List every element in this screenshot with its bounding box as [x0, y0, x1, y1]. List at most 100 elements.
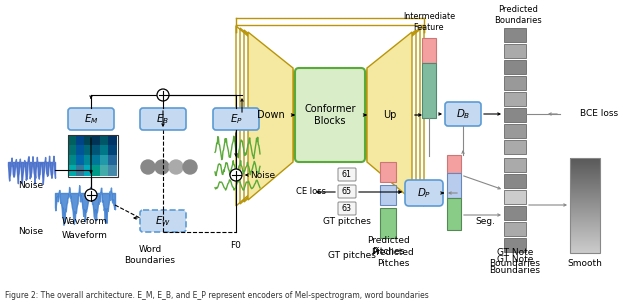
Text: BCE loss: BCE loss [580, 109, 618, 119]
Bar [570, 244, 600, 245]
Bar [570, 212, 600, 213]
Text: CE loss: CE loss [296, 188, 326, 196]
Bar [570, 195, 600, 196]
FancyBboxPatch shape [504, 60, 526, 74]
Bar [570, 172, 600, 173]
Bar [570, 193, 600, 194]
Bar [570, 214, 600, 215]
Bar [570, 220, 600, 221]
Text: $D_P$: $D_P$ [417, 186, 431, 200]
Text: $E_B$: $E_B$ [156, 112, 170, 126]
Bar [570, 241, 600, 242]
Bar [68, 135, 77, 146]
Bar [570, 180, 600, 181]
Bar [570, 207, 600, 208]
Bar [570, 173, 600, 174]
FancyBboxPatch shape [504, 92, 526, 106]
Text: Predicted
Boundaries: Predicted Boundaries [494, 5, 542, 25]
Bar [570, 236, 600, 237]
Bar [84, 145, 93, 156]
Bar [570, 194, 600, 195]
FancyBboxPatch shape [504, 158, 526, 172]
Text: Noise: Noise [19, 181, 44, 189]
Bar [570, 170, 600, 171]
Bar [570, 163, 600, 164]
Bar [570, 189, 600, 190]
Bar [570, 219, 600, 220]
Text: Conformer
Blocks: Conformer Blocks [304, 104, 356, 126]
Circle shape [155, 160, 169, 174]
Circle shape [141, 160, 155, 174]
Bar [570, 232, 600, 233]
Bar [76, 135, 85, 146]
Bar [84, 165, 93, 176]
Bar [570, 211, 600, 212]
Bar [570, 158, 600, 159]
FancyBboxPatch shape [504, 206, 526, 220]
Bar [570, 237, 600, 238]
FancyBboxPatch shape [405, 180, 443, 206]
Bar [570, 240, 600, 241]
Bar [570, 191, 600, 192]
Bar [570, 174, 600, 175]
Bar [108, 165, 117, 176]
Text: Intermediate
Feature: Intermediate Feature [403, 12, 455, 32]
Bar [570, 197, 600, 198]
Bar [570, 225, 600, 226]
Text: 65: 65 [342, 187, 352, 196]
FancyBboxPatch shape [140, 108, 186, 130]
Bar [570, 204, 600, 205]
FancyBboxPatch shape [445, 102, 481, 126]
Bar [570, 202, 600, 203]
Bar [570, 199, 600, 200]
Bar [570, 234, 600, 235]
Bar [84, 155, 93, 166]
Bar [570, 242, 600, 243]
FancyBboxPatch shape [338, 168, 356, 181]
Text: Figure 2: The overall architecture. E_M, E_B, and E_P represent encoders of Mel-: Figure 2: The overall architecture. E_M,… [5, 292, 429, 300]
Bar [92, 155, 101, 166]
Bar [570, 209, 600, 210]
Text: Waveform: Waveform [62, 230, 108, 240]
Text: Seg.: Seg. [475, 217, 495, 226]
Bar [570, 162, 600, 163]
Bar [570, 246, 600, 247]
Bar [570, 245, 600, 246]
Bar [570, 235, 600, 236]
FancyBboxPatch shape [504, 44, 526, 58]
Bar [570, 167, 600, 168]
Bar [92, 135, 101, 146]
Bar [570, 224, 600, 225]
Bar [84, 135, 93, 146]
Circle shape [157, 89, 169, 101]
Circle shape [169, 160, 183, 174]
FancyBboxPatch shape [504, 124, 526, 138]
Bar [570, 178, 600, 179]
Bar [570, 205, 600, 206]
Bar [570, 233, 600, 234]
Bar [100, 155, 109, 166]
Bar [570, 213, 600, 214]
Bar [76, 165, 85, 176]
Bar [108, 145, 117, 156]
Bar [570, 186, 600, 187]
Bar [570, 181, 600, 182]
FancyBboxPatch shape [68, 108, 114, 130]
Bar [570, 215, 600, 216]
FancyBboxPatch shape [380, 162, 396, 182]
Text: $E_M$: $E_M$ [84, 112, 99, 126]
Bar [108, 135, 117, 146]
FancyBboxPatch shape [504, 28, 526, 42]
FancyBboxPatch shape [504, 174, 526, 188]
Bar [570, 230, 600, 231]
Bar [76, 155, 85, 166]
Text: Smooth: Smooth [568, 258, 602, 268]
Bar [92, 145, 101, 156]
Bar [570, 171, 600, 172]
Bar [570, 251, 600, 252]
Bar [570, 190, 600, 191]
Text: Waveform: Waveform [62, 217, 108, 226]
Bar [100, 145, 109, 156]
FancyBboxPatch shape [447, 173, 461, 198]
FancyBboxPatch shape [338, 202, 356, 215]
